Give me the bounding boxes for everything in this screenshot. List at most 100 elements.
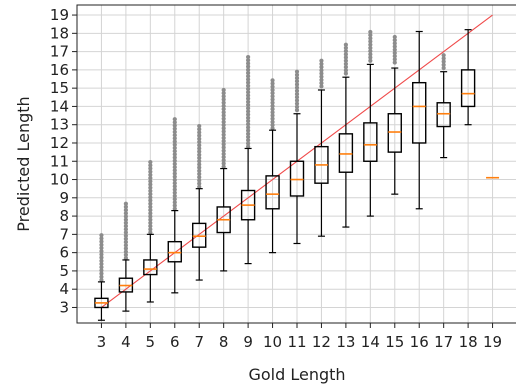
flier-point <box>148 163 153 168</box>
y-tick-label-8: 8 <box>59 207 69 225</box>
flier-point <box>148 220 153 226</box>
box-group-8 <box>216 87 231 272</box>
flier-point <box>368 29 373 35</box>
x-tick-label-6: 6 <box>170 333 180 351</box>
flier-point <box>148 211 153 216</box>
flier-point <box>172 168 177 173</box>
flier-point <box>197 155 202 161</box>
flier-point <box>172 152 177 157</box>
flier-point <box>319 81 324 86</box>
box-group-17 <box>436 53 451 159</box>
flier-point <box>221 119 226 125</box>
y-tick-label-7: 7 <box>59 225 69 243</box>
flier-point <box>343 58 348 63</box>
flier-point <box>246 64 251 69</box>
flier-point <box>343 55 348 60</box>
flier-point <box>197 133 202 138</box>
flier-point <box>123 204 128 210</box>
flier-point <box>148 201 153 206</box>
y-tick-label-4: 4 <box>59 280 69 298</box>
flier-point <box>221 94 226 99</box>
flier-point <box>148 230 153 235</box>
flier-point <box>441 53 446 58</box>
box-group-15 <box>387 34 402 195</box>
y-tick-label-13: 13 <box>50 116 69 134</box>
flier-point <box>246 144 251 149</box>
flier-point <box>441 65 446 71</box>
flier-point <box>221 103 226 109</box>
y-tick-label-3: 3 <box>59 298 69 316</box>
y-tick-label-19: 19 <box>50 6 69 24</box>
box-group-11 <box>289 69 305 245</box>
flier-point <box>172 174 177 179</box>
flier-point <box>270 100 275 105</box>
flier-point <box>123 217 128 222</box>
flier-point <box>392 57 397 62</box>
x-tick-label-5: 5 <box>146 333 156 351</box>
flier-point <box>148 185 153 190</box>
y-tick-label-17: 17 <box>50 43 69 61</box>
flier-point <box>172 206 177 211</box>
flier-point <box>99 274 104 279</box>
flier-point <box>123 249 128 254</box>
box-group-14 <box>363 29 378 217</box>
flier-point <box>270 87 275 93</box>
flier-point <box>246 58 251 63</box>
flier-point <box>270 84 275 89</box>
flier-point <box>99 239 104 244</box>
flier-point <box>172 197 177 202</box>
flier-point <box>221 100 226 105</box>
flier-point <box>343 49 348 54</box>
flier-point <box>197 143 202 148</box>
flier-point <box>392 60 397 65</box>
flier-point <box>123 252 128 258</box>
flier-point <box>343 45 348 51</box>
flier-point <box>148 208 153 213</box>
flier-point <box>197 178 202 183</box>
flier-point <box>270 126 275 131</box>
flier-point <box>99 252 104 257</box>
flier-point <box>246 122 251 127</box>
box-group-7 <box>192 123 207 281</box>
flier-point <box>294 75 300 81</box>
flier-point <box>148 204 153 210</box>
flier-point <box>246 106 251 111</box>
box-iqr <box>412 81 427 144</box>
box-iqr <box>289 160 305 197</box>
flier-point <box>221 158 226 163</box>
flier-point <box>246 125 251 130</box>
flier-point <box>197 136 202 141</box>
flier-point <box>221 161 226 166</box>
flier-point <box>123 230 128 235</box>
x-tick-label-8: 8 <box>219 333 229 351</box>
flier-point <box>368 36 373 41</box>
flier-point <box>172 187 177 192</box>
flier-point <box>221 110 226 115</box>
flier-point <box>221 113 226 118</box>
flier-point <box>123 240 128 245</box>
flier-point <box>148 172 153 178</box>
x-tick-label-9: 9 <box>243 333 253 351</box>
flier-point <box>270 91 275 96</box>
box-iqr <box>192 222 207 248</box>
flier-point <box>148 214 153 219</box>
flier-point <box>319 71 324 76</box>
flier-point <box>172 123 177 128</box>
flier-point <box>368 33 373 38</box>
flier-point <box>294 82 300 87</box>
ticks-layer: 3 4 5 6 7 8 9 10 11 12 13 14 15 16 17 18 193456789101112… <box>50 6 502 351</box>
flier-point <box>246 90 251 95</box>
flier-point <box>197 149 202 154</box>
x-tick-label-4: 4 <box>121 333 131 351</box>
flier-point <box>246 112 251 117</box>
flier-point <box>123 243 128 248</box>
box-group-10 <box>265 78 280 254</box>
flier-point <box>246 70 251 76</box>
flier-point <box>123 201 128 206</box>
flier-point <box>294 79 300 84</box>
box-iqr <box>363 122 378 162</box>
flier-point <box>246 61 251 66</box>
y-tick-label-5: 5 <box>59 262 69 280</box>
flier-point <box>148 169 153 174</box>
flier-point <box>221 91 226 96</box>
